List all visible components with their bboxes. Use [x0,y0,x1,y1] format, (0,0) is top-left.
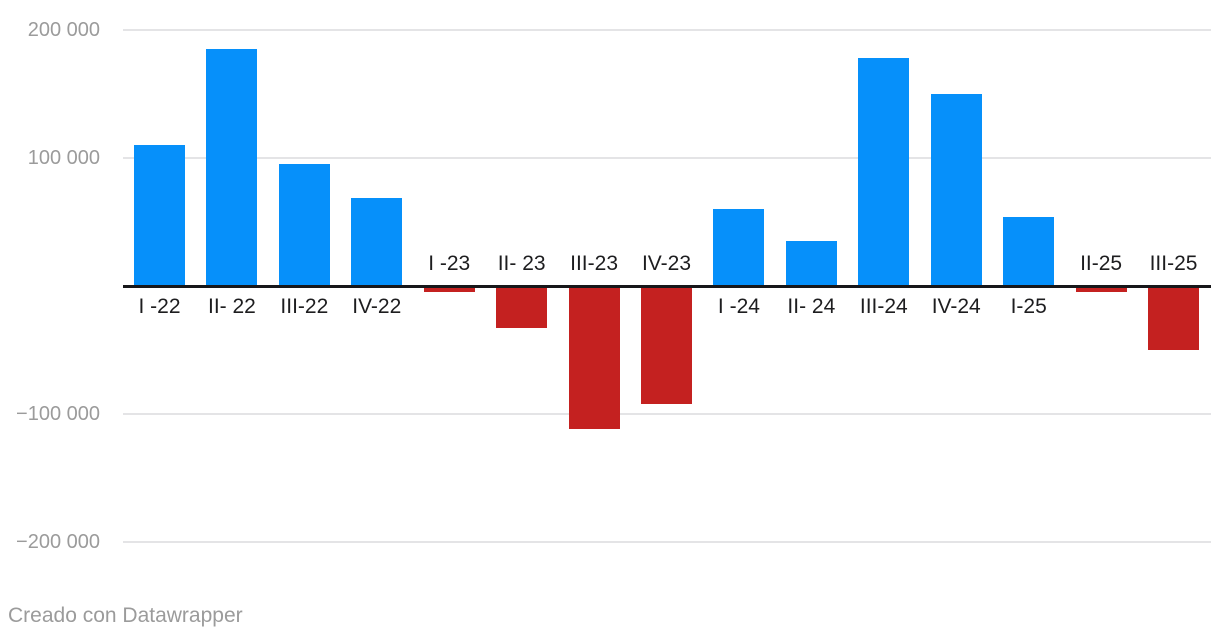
gridline [123,413,1211,415]
y-axis-label: −200 000 [16,531,100,553]
bar-I-23[interactable] [423,286,475,293]
x-axis-label: IV-23 [641,252,692,275]
x-axis-label: II- 23 [497,252,546,275]
bar-II-23[interactable] [496,286,548,329]
x-axis-label: II- 24 [787,295,836,318]
datawrapper-credit-link[interactable]: Creado con Datawrapper [8,604,243,627]
y-axis-label: 200 000 [27,19,100,41]
x-axis-label: II-25 [1080,252,1123,275]
x-axis-label: III-23 [570,252,618,275]
bar-III-24[interactable] [858,58,910,286]
bar-II-22[interactable] [206,49,258,286]
bar-II-25[interactable] [1075,286,1127,293]
bar-II-24[interactable] [785,241,837,286]
x-axis-zero-line [123,284,1211,288]
bar-I-22[interactable] [134,145,185,286]
bar-IV-24[interactable] [930,94,982,286]
bar-I-25[interactable] [1003,216,1055,286]
y-axis-label: 100 000 [27,147,100,169]
x-axis-label: I -22 [138,295,181,318]
x-axis-label: IV-24 [931,295,981,318]
x-axis-label: III-25 [1149,252,1198,275]
x-axis-label: I-25 [1010,295,1047,318]
x-axis-label: I -23 [428,252,471,275]
bar-IV-22[interactable] [351,197,403,286]
y-axis-label: −100 000 [16,403,100,425]
bar-III-23[interactable] [568,286,620,430]
x-axis-label: I -24 [717,295,760,318]
x-axis-label: III-24 [859,295,908,318]
gridline [123,541,1211,543]
bar-III-25[interactable] [1148,286,1200,350]
x-axis-label: IV-22 [352,295,402,318]
bar-I-24[interactable] [713,209,765,286]
x-axis-label: II- 22 [207,295,256,318]
bar-III-22[interactable] [278,164,330,286]
gridline [123,29,1211,31]
gridline [123,157,1211,159]
bar-IV-23[interactable] [641,286,692,404]
x-axis-label: III-22 [280,295,329,318]
